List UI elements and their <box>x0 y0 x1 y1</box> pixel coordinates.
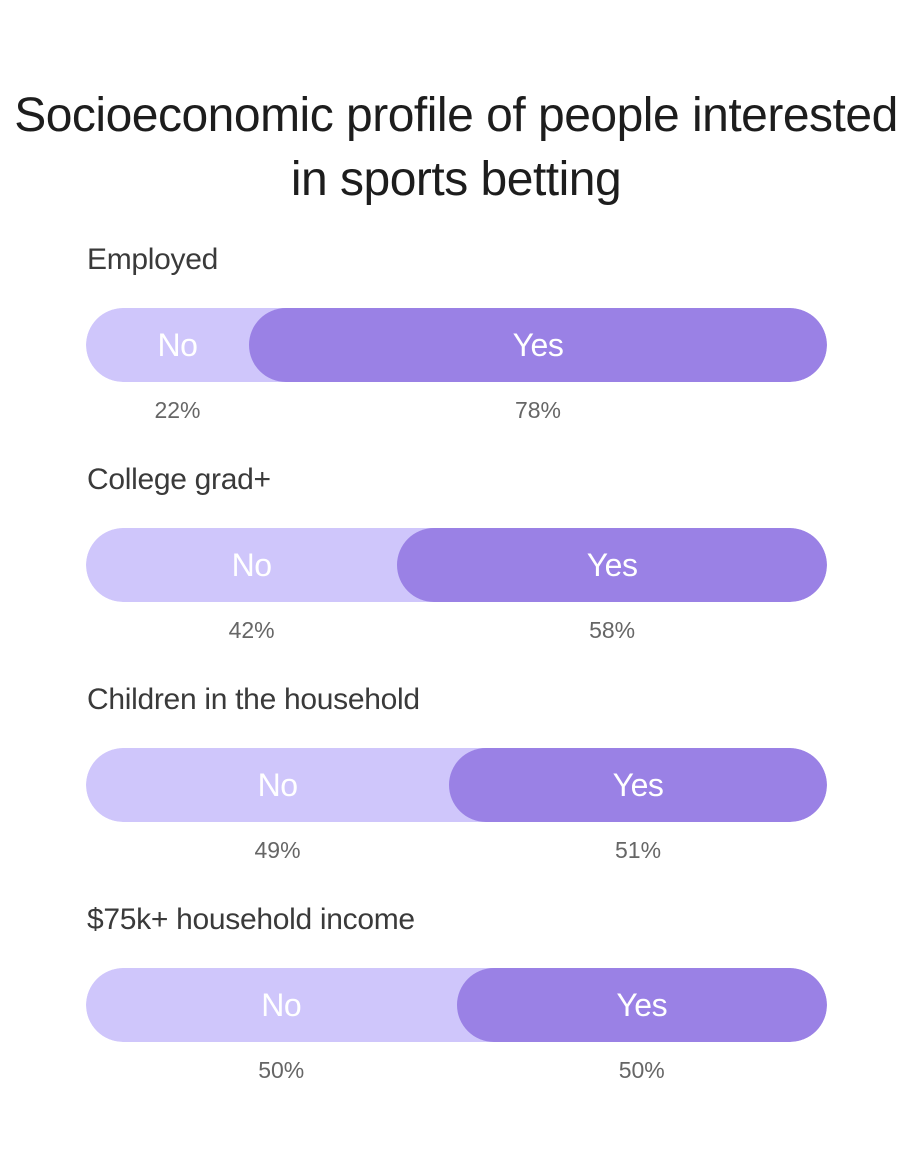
data-label-no: 50% <box>258 1057 305 1083</box>
bar-segment-no <box>86 968 494 1042</box>
stacked-bar: No Yes <box>86 968 827 1042</box>
category-label: $75k+ household income <box>87 903 415 936</box>
data-label-no: 42% <box>228 617 275 643</box>
stacked-bar: No Yes <box>86 308 827 382</box>
stacked-bar: No Yes <box>86 748 827 822</box>
bar-segment-yes <box>456 968 827 1042</box>
data-label-no: 49% <box>254 837 301 863</box>
series-label-yes: Yes <box>586 547 638 583</box>
series-label-no: No <box>257 767 298 803</box>
category-label: Children in the household <box>87 683 420 716</box>
data-label-yes: 50% <box>618 1057 665 1083</box>
data-label-yes: 58% <box>589 617 636 643</box>
series-label-no: No <box>157 327 198 363</box>
category-label: College grad+ <box>87 463 271 496</box>
series-label-yes: Yes <box>512 327 564 363</box>
data-label-no: 22% <box>154 397 201 423</box>
bar-segment-no <box>86 528 435 602</box>
data-label-yes: 51% <box>615 837 662 863</box>
series-label-no: No <box>261 987 302 1023</box>
bar-segment-yes <box>449 748 827 822</box>
category-label: Employed <box>87 243 219 276</box>
bar-segment-yes <box>397 528 827 602</box>
stacked-bar: No Yes <box>86 528 827 602</box>
series-label-yes: Yes <box>616 987 668 1023</box>
bar-segment-no <box>86 748 487 822</box>
data-label-yes: 78% <box>514 397 562 423</box>
bar-segment-yes <box>249 308 827 382</box>
series-label-no: No <box>231 547 272 583</box>
series-label-yes: Yes <box>612 767 664 803</box>
chart-title: Socioeconomic profile of people interest… <box>14 89 898 206</box>
